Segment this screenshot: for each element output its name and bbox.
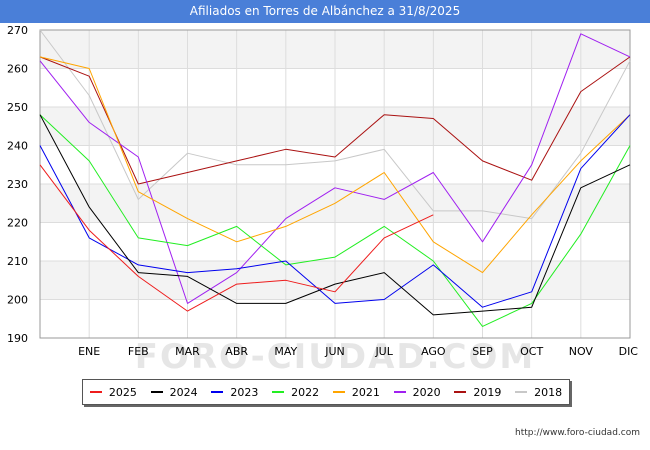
footer-url[interactable]: http://www.foro-ciudad.com: [515, 428, 640, 438]
y-tick-label: 200: [7, 294, 28, 307]
chart-title: Afiliados en Torres de Albánchez a 31/8/…: [0, 0, 650, 23]
legend: 2025 2024 2023 2022 2021 2020 2019 2018: [82, 379, 570, 405]
x-tick-label: OCT: [520, 345, 543, 358]
y-axis-ticks: 190 200 210 220 230 240 250 260 270: [7, 24, 28, 345]
watermark: FORO-CIUDAD.COM: [135, 337, 536, 377]
series-line-2024: [39, 114, 631, 316]
legend-label: 2020: [412, 385, 441, 399]
y-tick-label: 270: [7, 24, 28, 37]
x-axis-ticks: ENE FEB MAR ABR MAY JUN JUL AGO SEP OCT NOV DIC: [78, 345, 638, 358]
series-line-2019: [39, 56, 631, 185]
legend-item-2018: 2018: [515, 386, 562, 399]
x-tick-label: MAY: [274, 345, 297, 358]
series-line-2025: [39, 164, 434, 312]
legend-swatch: [150, 391, 163, 393]
series-line-2018: [39, 29, 631, 220]
legend-label: 2025: [108, 385, 137, 399]
series-line-2020: [39, 33, 631, 304]
legend-swatch: [454, 391, 467, 393]
legend-label: 2024: [169, 385, 198, 399]
grid-lines: [39, 29, 631, 339]
x-tick-label: DIC: [619, 345, 639, 358]
x-tick-label: JUL: [374, 345, 393, 358]
plot-border: [39, 29, 631, 339]
x-tick-label: ABR: [225, 345, 248, 358]
plot-frame: [39, 29, 631, 339]
legend-item-2024: 2024: [150, 385, 198, 399]
legend-item-2020: 2020: [393, 385, 441, 399]
series-line-2023: [39, 114, 631, 308]
y-tick-label: 230: [7, 178, 28, 191]
y-tick-label: 260: [7, 63, 28, 76]
legend-label: 2019: [473, 385, 502, 399]
y-tick-label: 250: [7, 101, 28, 114]
x-tick-label: MAR: [175, 345, 200, 358]
legend-label: 2023: [230, 385, 259, 399]
x-tick-label: ENE: [78, 345, 100, 358]
legend-item-2023: 2023: [211, 386, 258, 399]
legend-item-2022: 2022: [272, 386, 319, 399]
legend-item-2025: 2025: [89, 385, 137, 399]
legend-swatch: [211, 391, 224, 393]
legend-swatch: [515, 391, 528, 393]
x-tick-label: NOV: [569, 345, 594, 358]
series-lines: [39, 29, 631, 327]
legend-swatch: [272, 391, 285, 393]
x-tick-label: FEB: [128, 345, 149, 358]
legend-item-2021: 2021: [332, 385, 380, 399]
legend-swatch: [89, 391, 102, 393]
series-line-2022: [39, 114, 631, 327]
series-line-2021: [39, 56, 631, 274]
legend-swatch: [393, 391, 406, 393]
watermark-text: FORO-CIUDAD.COM: [135, 337, 536, 377]
y-tick-label: 240: [7, 140, 28, 153]
y-tick-label: 220: [7, 217, 28, 230]
y-tick-label: 190: [7, 332, 28, 345]
legend-item-2019: 2019: [454, 386, 501, 399]
x-tick-label: JUN: [324, 345, 345, 358]
legend-label: 2022: [291, 385, 320, 399]
x-tick-label: AGO: [421, 345, 446, 358]
legend-swatch: [332, 391, 345, 393]
legend-label: 2021: [351, 385, 380, 399]
x-tick-label: SEP: [472, 345, 493, 358]
legend-label: 2018: [534, 385, 563, 399]
y-tick-label: 210: [7, 255, 28, 268]
